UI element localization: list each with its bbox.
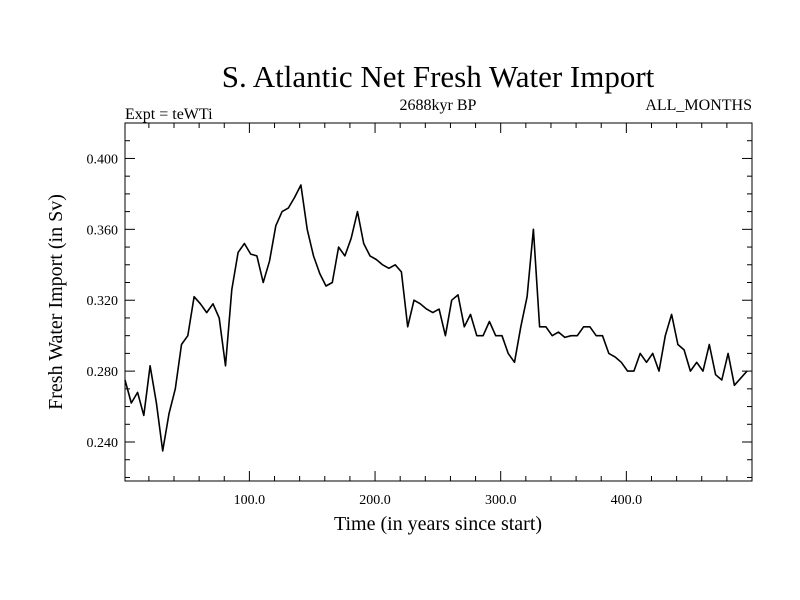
subtitle-months: ALL_MONTHS [645,97,752,114]
x-tick-label: 400.0 [611,493,643,508]
x-axis-label: Time (in years since start) [334,513,542,535]
series-line [124,184,748,452]
y-tick-label: 0.280 [87,365,119,380]
x-tick-label: 200.0 [359,493,391,508]
chart-title: S. Atlantic Net Fresh Water Import [222,59,655,94]
y-tick-label: 0.400 [87,152,119,167]
subtitle-period: 2688kyr BP [400,97,477,114]
x-tick-label: 100.0 [234,493,266,508]
y-axis-label: Fresh Water Import (in Sv) [45,194,67,410]
y-tick-label: 0.360 [87,223,119,238]
subtitle-experiment: Expt = teWTi [125,106,213,123]
x-tick-label: 300.0 [485,493,517,508]
y-tick-label: 0.320 [87,294,119,309]
plot-frame [124,122,753,482]
x-tick-labels: 100.0 200.0 300.0 400.0 [234,493,642,508]
axis-ticks [125,122,752,481]
y-tick-labels: 0.240 0.280 0.320 0.360 0.400 [87,152,119,451]
y-tick-label: 0.240 [87,436,119,451]
